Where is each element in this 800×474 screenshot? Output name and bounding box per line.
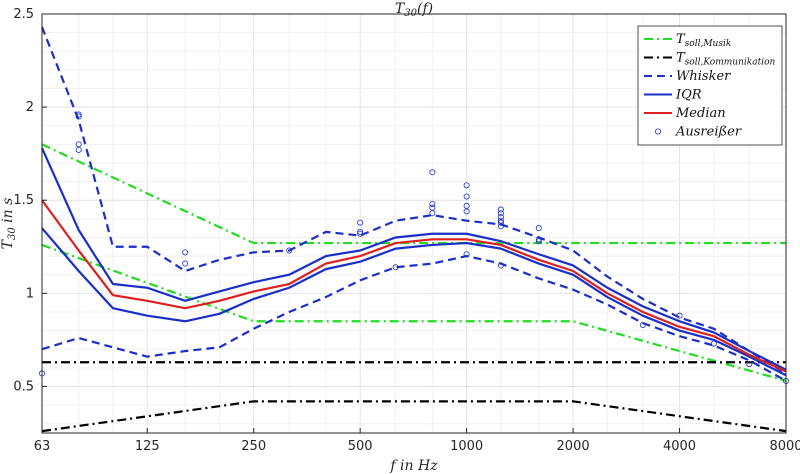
plot-frame xyxy=(41,13,787,434)
x-tick-label: 4000 xyxy=(663,439,696,454)
outlier-point xyxy=(639,321,646,328)
outlier-point xyxy=(497,210,504,217)
y-tick-label: 2.5 xyxy=(13,7,34,22)
x-axis-label: f in Hz xyxy=(389,458,438,474)
series-line-6 xyxy=(40,147,787,371)
outlier-point xyxy=(463,193,470,200)
y-axis-label: T30 in s xyxy=(0,198,18,250)
outlier-point xyxy=(182,249,189,256)
outlier-point xyxy=(75,146,82,153)
outlier-point xyxy=(535,225,542,232)
x-tick-label: 2000 xyxy=(557,439,590,454)
series-line-3 xyxy=(41,400,787,433)
outlier-point xyxy=(286,247,293,254)
outlier-point xyxy=(497,262,504,269)
y-tick-label: 1.5 xyxy=(13,193,34,208)
outlier-point xyxy=(497,206,504,213)
legend-label: Tsoll,Musik xyxy=(676,32,731,49)
outlier-layer xyxy=(39,111,790,384)
x-tick-label: 125 xyxy=(135,439,160,454)
outlier-point xyxy=(429,210,436,217)
tick-layer: 63 125 250 500 1000 2000 4000 8000 0.5 1 1.5 2 2.5 xyxy=(13,7,800,454)
legend-label: Median xyxy=(675,106,726,121)
y-tick-label: 1 xyxy=(26,286,34,301)
series-line-7 xyxy=(41,227,787,377)
outlier-point xyxy=(463,251,470,258)
outlier-point xyxy=(535,238,542,245)
legend-marker xyxy=(655,128,662,135)
outlier-point xyxy=(429,169,436,176)
outlier-point xyxy=(463,208,470,215)
outlier-point xyxy=(75,113,82,120)
series-line-1 xyxy=(41,243,787,382)
y-tick-label: 2 xyxy=(26,100,34,115)
outlier-point xyxy=(357,228,364,235)
outlier-point xyxy=(710,340,717,347)
outlier-point xyxy=(392,264,399,271)
legend-label: Ausreißer xyxy=(675,125,742,140)
x-tick-label: 63 xyxy=(34,439,51,454)
outlier-point xyxy=(357,230,364,237)
outlier-point xyxy=(497,219,504,226)
outlier-point xyxy=(463,182,470,189)
legend-box xyxy=(637,25,783,146)
series-line-8 xyxy=(41,199,787,373)
y-tick-label: 0.5 xyxy=(13,379,34,394)
legend-label: Tsoll,Kommunikation xyxy=(676,51,775,68)
outlier-point xyxy=(535,236,542,243)
outlier-point xyxy=(182,260,189,267)
x-tick-label: 500 xyxy=(348,439,373,454)
series-layer xyxy=(40,26,787,433)
legend-label: IQR xyxy=(675,88,702,103)
outlier-point xyxy=(357,219,364,226)
outlier-point xyxy=(429,200,436,207)
series-line-5 xyxy=(41,254,787,382)
series-line-0 xyxy=(41,143,786,245)
x-tick-label: 8000 xyxy=(769,439,800,454)
x-tick-label: 250 xyxy=(241,439,266,454)
outlier-point xyxy=(676,312,683,319)
chart-title: T30(f) xyxy=(395,1,433,19)
outlier-point xyxy=(75,111,82,118)
outlier-point xyxy=(497,223,504,230)
series-line-4 xyxy=(40,26,787,375)
outlier-point xyxy=(746,361,753,368)
legend-label: Whisker xyxy=(676,69,731,84)
x-tick-label: 1000 xyxy=(450,439,483,454)
